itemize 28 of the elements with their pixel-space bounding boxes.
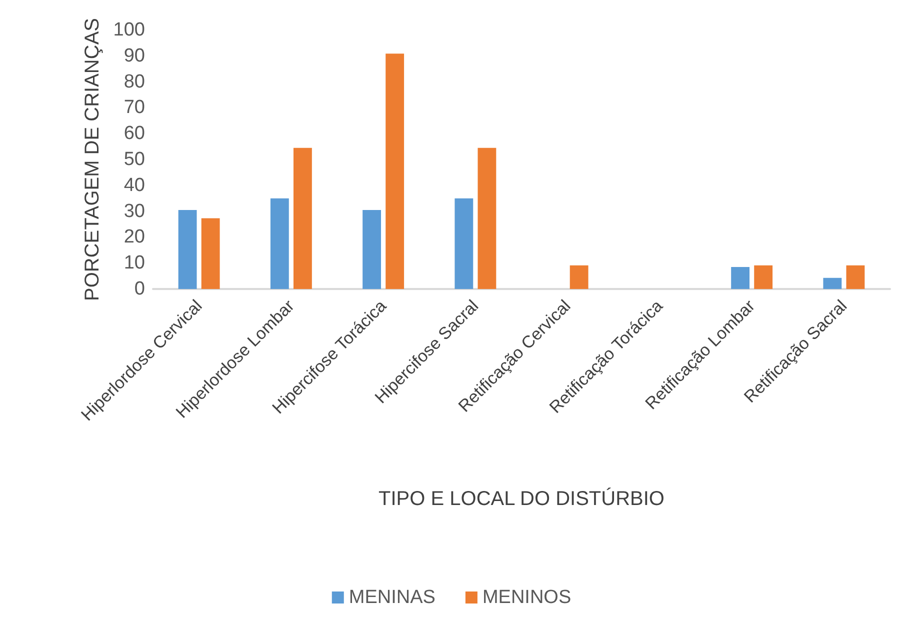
y-tick-label: 50 xyxy=(124,149,145,170)
y-tick-label: 30 xyxy=(124,200,145,222)
bar xyxy=(570,265,588,289)
bar xyxy=(178,210,197,289)
y-tick-label: 40 xyxy=(124,174,145,196)
bar xyxy=(823,278,842,289)
y-tick-label: 100 xyxy=(113,20,145,40)
y-tick-label: 0 xyxy=(134,278,145,300)
legend-label: MENINOS xyxy=(482,587,572,608)
y-tick-label: 10 xyxy=(124,252,145,274)
y-tick-label: 20 xyxy=(124,226,145,248)
bar xyxy=(846,265,865,289)
bar xyxy=(754,265,773,289)
y-tick-label: 60 xyxy=(124,123,145,144)
bar xyxy=(362,210,382,289)
bar xyxy=(731,266,750,289)
bar xyxy=(270,198,289,289)
bar xyxy=(478,148,496,289)
y-tick-label: 70 xyxy=(124,97,145,118)
bar xyxy=(454,198,474,289)
y-tick-label: 90 xyxy=(124,45,145,66)
y-tick-label: 80 xyxy=(124,71,145,92)
bar xyxy=(293,148,312,289)
bar xyxy=(201,218,220,289)
y-axis-title: PORCETAGEM DE CRIANÇAS xyxy=(81,18,104,301)
bar xyxy=(386,54,404,289)
legend-label: MENINAS xyxy=(348,587,436,608)
x-axis-title: TIPO E LOCAL DO DISTÚRBIO xyxy=(378,487,664,510)
